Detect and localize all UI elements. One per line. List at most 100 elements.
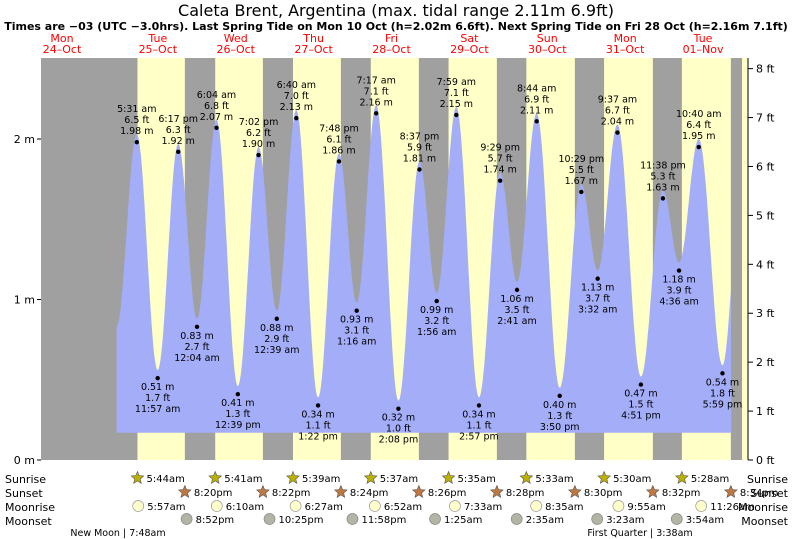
tide-point-low xyxy=(396,406,401,411)
right-axis-label: 7 ft xyxy=(756,112,775,125)
moonrise-time: 6:52am xyxy=(384,502,422,513)
day-name: Thu xyxy=(302,32,324,45)
tide-point-high xyxy=(336,159,342,164)
right-axis-label: 1 ft xyxy=(756,405,775,418)
row-label-sunrise-left: Sunrise xyxy=(5,473,46,486)
tide-m-label: 0.93 m xyxy=(340,315,373,326)
tide-point-low xyxy=(476,403,482,408)
sunrise-time: 5:37am xyxy=(380,474,418,485)
moonrise-icon xyxy=(449,500,461,512)
tide-time-label: 9:29 pm xyxy=(480,143,520,154)
tide-time-label: 4:51 pm xyxy=(621,411,661,422)
tide-m-label: 1.18 m xyxy=(662,275,695,286)
tide-time-label: 6:04 am xyxy=(197,90,236,101)
tide-label-high: 9:29 pm5.7 ft1.74 m xyxy=(480,143,520,176)
tide-m-label: 1.92 m xyxy=(161,136,194,147)
tide-point-low xyxy=(235,391,241,397)
left-axis-label: 2 m xyxy=(14,133,35,146)
tide-m-label: 2.13 m xyxy=(280,102,313,113)
tide-point-low xyxy=(274,316,279,321)
moonrise-time: 5:57am xyxy=(147,502,185,513)
tide-ft-label: 7.1 ft xyxy=(364,86,389,97)
tide-m-label: 1.95 m xyxy=(682,131,715,142)
tide-ft-label: 3.7 ft xyxy=(585,294,610,305)
tide-ft-label: 7.1 ft xyxy=(444,88,469,99)
tide-label-low: 1.18 m3.9 ft4:36 am xyxy=(659,275,698,308)
tide-time-label: 3:50 pm xyxy=(540,422,580,433)
tide-time-label: 7:02 pm xyxy=(239,117,279,128)
tide-label-low: 0.47 m1.5 ft4:51 pm xyxy=(621,389,661,422)
moonrise-icon xyxy=(612,500,625,512)
tide-ft-label: 1.3 ft xyxy=(547,411,572,422)
tide-ft-label: 1.0 ft xyxy=(386,424,411,435)
tide-time-label: 1:22 pm xyxy=(298,431,338,442)
moonrise-icon xyxy=(289,500,302,512)
right-axis-label: 5 ft xyxy=(756,209,775,222)
sunrise-time: 5:39am xyxy=(302,474,340,485)
tide-point-high xyxy=(373,111,379,116)
row-label-moonset-left: Moonset xyxy=(5,515,52,528)
sunset-icon xyxy=(723,484,738,498)
sunrise-time: 5:35am xyxy=(458,474,496,485)
tide-ft-label: 5.5 ft xyxy=(569,165,594,176)
tide-point-low xyxy=(638,382,644,387)
tide-time-label: 12:04 am xyxy=(174,353,219,364)
tide-label-low: 0.99 m3.2 ft1:56 am xyxy=(417,305,456,338)
tide-m-label: 0.40 m xyxy=(543,400,576,411)
tide-time-label: 1:16 am xyxy=(337,337,376,348)
sunset-icon xyxy=(177,484,192,498)
moonset-time: 1:25am xyxy=(444,515,482,526)
tide-point-high xyxy=(497,178,503,183)
tide-m-label: 0.34 m xyxy=(462,409,495,420)
tide-label-high: 7:02 pm6.2 ft1.90 m xyxy=(239,117,279,150)
sunrise-icon xyxy=(519,470,534,484)
tide-m-label: 0.54 m xyxy=(706,377,739,388)
right-axis-label: 8 ft xyxy=(756,63,775,76)
moonset-time: 3:54am xyxy=(686,515,724,526)
tide-time-label: 2:41 am xyxy=(497,316,536,327)
moonrise-icon xyxy=(210,500,223,512)
tide-point-low xyxy=(676,268,682,273)
tide-time-label: 8:44 am xyxy=(517,83,556,94)
tide-m-label: 2.11 m xyxy=(520,105,553,116)
tide-ft-label: 6.1 ft xyxy=(326,134,351,145)
tide-label-high: 7:17 am7.1 ft2.16 m xyxy=(356,75,395,108)
sunset-time: 8:32pm xyxy=(662,488,701,499)
sunset-time: 8:20pm xyxy=(194,488,233,499)
tide-point-low xyxy=(354,308,359,313)
sunrise-time: 5:41am xyxy=(224,474,262,485)
moonrise-time: 9:55am xyxy=(627,502,665,513)
day-name: Sun xyxy=(537,32,558,45)
right-axis-label: 4 ft xyxy=(756,258,775,271)
tide-time-label: 11:38 pm xyxy=(640,160,686,171)
tide-time-label: 3:32 am xyxy=(578,305,617,316)
moonset-icon xyxy=(591,513,604,525)
tide-time-label: 7:59 am xyxy=(437,77,476,88)
sunset-time: 8:34pm xyxy=(740,488,779,499)
tide-ft-label: 5.7 ft xyxy=(488,154,513,165)
tide-time-label: 12:39 pm xyxy=(215,420,261,431)
tide-label-high: 8:37 pm5.9 ft1.81 m xyxy=(400,131,440,164)
left-axis-label: 0 m xyxy=(14,454,35,467)
tide-label-low: 0.34 m1.1 ft2:57 pm xyxy=(459,409,499,442)
moonset-time: 3:23am xyxy=(606,515,644,526)
sunset-time: 8:22pm xyxy=(272,488,311,499)
tide-ft-label: 1.5 ft xyxy=(628,400,653,411)
tide-ft-label: 3.1 ft xyxy=(344,326,369,337)
tide-label-low: 0.32 m1.0 ft2:08 pm xyxy=(379,413,419,446)
sunset-icon xyxy=(255,484,270,498)
tide-label-high: 8:44 am6.9 ft2.11 m xyxy=(517,83,556,116)
tide-time-label: 6:40 am xyxy=(277,80,316,91)
tide-time-label: 7:17 am xyxy=(356,75,395,86)
tide-m-label: 2.15 m xyxy=(440,99,473,110)
tide-label-high: 10:40 am6.4 ft1.95 m xyxy=(676,109,721,142)
tide-ft-label: 2.7 ft xyxy=(184,342,209,353)
day-name: Wed xyxy=(224,32,248,45)
tide-time-label: 5:59 pm xyxy=(703,399,743,410)
tide-label-low: 0.54 m1.8 ft5:59 pm xyxy=(703,377,743,410)
tide-ft-label: 1.1 ft xyxy=(306,420,331,431)
tide-time-label: 11:57 am xyxy=(135,404,180,415)
tide-ft-label: 7.0 ft xyxy=(284,91,309,102)
